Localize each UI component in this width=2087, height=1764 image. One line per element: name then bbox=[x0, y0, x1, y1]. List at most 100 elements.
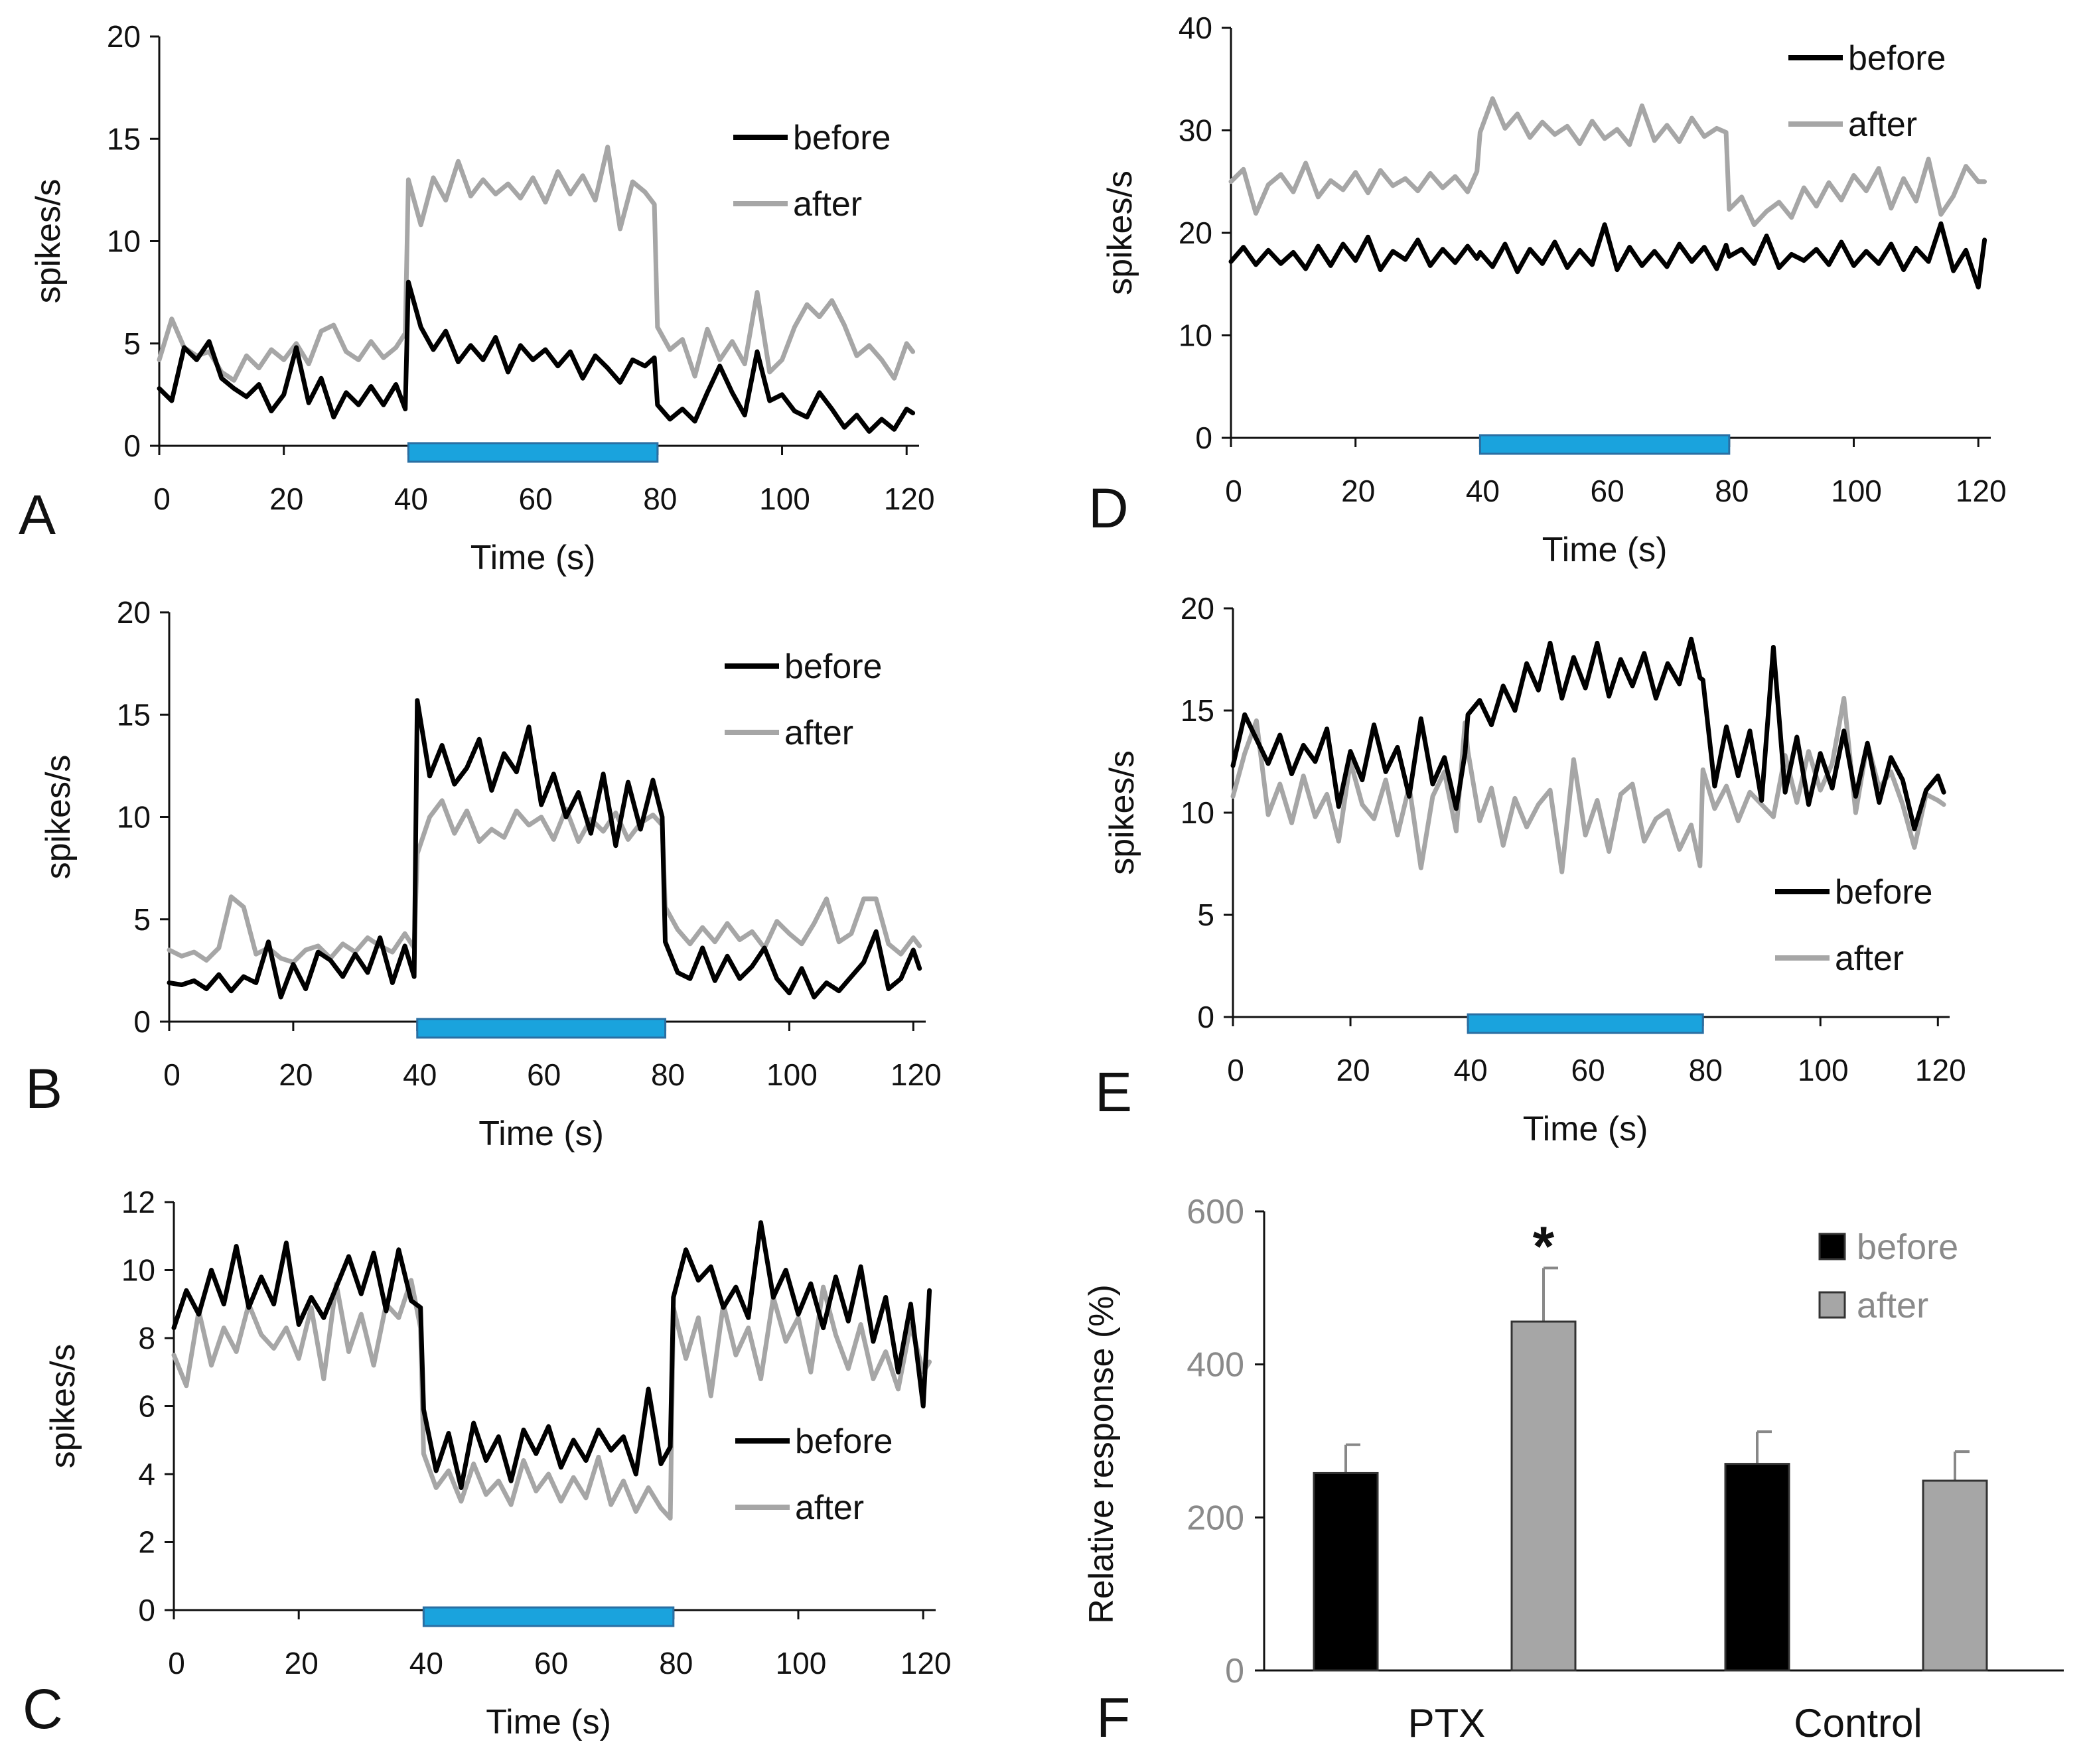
stimulus-bar bbox=[1467, 1013, 1704, 1034]
x-tick-label: 20 bbox=[279, 1057, 313, 1092]
y-tick-label: 5 bbox=[1197, 898, 1214, 932]
category-label: PTX bbox=[1408, 1701, 1486, 1745]
x-tick-label: 40 bbox=[409, 1646, 443, 1680]
x-tick-label: 120 bbox=[884, 482, 935, 516]
y-tick-label: 0 bbox=[1197, 1000, 1214, 1034]
bar-after-ptx bbox=[1510, 1320, 1577, 1672]
y-axis-title: spikes/s bbox=[1101, 170, 1139, 295]
y-tick-label: 200 bbox=[1187, 1499, 1244, 1537]
legend-label-after: after bbox=[1857, 1286, 1928, 1325]
x-axis-title: Time (s) bbox=[1523, 1110, 1648, 1148]
panel-d: 0 10 20 30 40 0 20 40 60 80 100 120 Time (s) spikes/s… bbox=[1088, 11, 2007, 569]
y-tick-label: 0 bbox=[123, 429, 141, 463]
y-tick-label: 20 bbox=[1181, 591, 1214, 626]
panel-letter: E bbox=[1095, 1061, 1132, 1123]
x-tick-label: 60 bbox=[527, 1057, 561, 1092]
series-line-before bbox=[1230, 636, 1946, 832]
x-tick-label: 100 bbox=[759, 482, 810, 516]
y-axis-title: spikes/s bbox=[44, 1344, 82, 1469]
y-tick-label: 8 bbox=[138, 1321, 155, 1355]
y-tick-label: 10 bbox=[107, 224, 141, 259]
legend-label-before: before bbox=[1857, 1227, 1958, 1267]
x-tick-label: 0 bbox=[153, 482, 171, 516]
series-line-after bbox=[171, 1278, 932, 1521]
x-tick-label: 60 bbox=[1591, 474, 1624, 508]
legend-label-before: before bbox=[1848, 39, 1946, 78]
legend-swatch-before bbox=[1818, 1233, 1846, 1260]
x-tick-label: 120 bbox=[900, 1646, 952, 1680]
panel-f: 0 200 400 600 Relative response (%) PTX Contro… bbox=[1082, 1193, 2064, 1749]
legend-label-after: after bbox=[795, 1489, 864, 1527]
y-tick-label: 15 bbox=[107, 121, 141, 156]
y-tick-label: 6 bbox=[138, 1389, 155, 1424]
y-tick-label: 10 bbox=[117, 800, 151, 835]
y-tick-label: 2 bbox=[138, 1525, 155, 1560]
panel-a: 0 5 10 15 20 0 20 40 60 80 100 120 Time (s) spikes/s b… bbox=[19, 19, 935, 577]
stimulus-bar bbox=[1478, 434, 1731, 455]
series-line-after bbox=[157, 145, 916, 383]
x-axis-title: Time (s) bbox=[486, 1703, 611, 1741]
y-tick-label: 40 bbox=[1179, 11, 1212, 45]
x-tick-label: 40 bbox=[394, 482, 428, 516]
legend-label-after: after bbox=[1848, 105, 1917, 144]
y-axis-title: spikes/s bbox=[39, 755, 78, 880]
bar-before-ptx bbox=[1313, 1471, 1379, 1672]
series-line-before bbox=[171, 1220, 932, 1490]
x-tick-label: 0 bbox=[163, 1057, 180, 1092]
legend-label-before: before bbox=[1835, 873, 1932, 912]
series-line-before bbox=[167, 698, 922, 1000]
series-line-after bbox=[1230, 696, 1946, 874]
bar-after-control bbox=[1922, 1479, 1988, 1672]
x-tick-label: 100 bbox=[766, 1057, 818, 1092]
x-tick-label: 80 bbox=[659, 1646, 693, 1680]
x-tick-label: 100 bbox=[776, 1646, 827, 1680]
x-axis-title: Time (s) bbox=[470, 539, 596, 577]
legend-swatch-after bbox=[1818, 1291, 1846, 1319]
panel-b: 0 5 10 15 20 0 20 40 60 80 100 120 Time (s) spikes/s b… bbox=[25, 595, 942, 1153]
x-tick-label: 120 bbox=[1915, 1053, 1966, 1087]
legend-label-after: after bbox=[793, 185, 862, 224]
x-tick-label: 20 bbox=[269, 482, 303, 516]
x-tick-label: 60 bbox=[1571, 1053, 1605, 1087]
x-tick-label: 0 bbox=[1225, 474, 1242, 508]
panel-e: 0 5 10 15 20 0 20 40 60 80 100 120 Time (s) spikes/s b… bbox=[1095, 591, 1966, 1148]
y-tick-label: 12 bbox=[121, 1185, 155, 1219]
panel-letter: A bbox=[19, 484, 56, 546]
y-axis-title: spikes/s bbox=[29, 179, 68, 304]
significance-asterisk: * bbox=[1533, 1215, 1555, 1277]
x-tick-label: 80 bbox=[1689, 1053, 1723, 1087]
y-tick-label: 30 bbox=[1179, 113, 1212, 148]
legend-label-after: after bbox=[1835, 939, 1904, 978]
panel-letter: D bbox=[1088, 477, 1129, 539]
x-axis-title: Time (s) bbox=[478, 1115, 604, 1153]
panel-letter: F bbox=[1096, 1686, 1130, 1749]
y-tick-label: 20 bbox=[107, 19, 141, 54]
y-tick-label: 400 bbox=[1187, 1346, 1244, 1385]
legend-label-after: after bbox=[784, 714, 853, 752]
series-line-before bbox=[1228, 221, 1987, 290]
y-tick-label: 0 bbox=[1225, 1652, 1244, 1690]
x-tick-label: 20 bbox=[1341, 474, 1375, 508]
x-tick-label: 60 bbox=[519, 482, 553, 516]
x-tick-label: 80 bbox=[643, 482, 677, 516]
y-tick-label: 20 bbox=[117, 595, 151, 630]
y-tick-label: 0 bbox=[138, 1593, 155, 1627]
x-tick-label: 40 bbox=[403, 1057, 437, 1092]
y-tick-label: 10 bbox=[1181, 795, 1214, 830]
x-tick-label: 0 bbox=[1227, 1053, 1244, 1087]
y-tick-label: 5 bbox=[133, 902, 151, 937]
y-tick-label: 20 bbox=[1179, 216, 1212, 250]
x-axis-title: Time (s) bbox=[1542, 531, 1668, 569]
y-tick-label: 15 bbox=[117, 697, 151, 732]
y-tick-label: 4 bbox=[138, 1457, 155, 1491]
x-tick-label: 60 bbox=[534, 1646, 568, 1680]
x-tick-label: 20 bbox=[1336, 1053, 1370, 1087]
category-label: Control bbox=[1794, 1701, 1922, 1745]
x-tick-label: 20 bbox=[285, 1646, 319, 1680]
y-axis-title: Relative response (%) bbox=[1082, 1284, 1121, 1624]
y-tick-label: 5 bbox=[123, 326, 141, 361]
panel-letter: C bbox=[23, 1678, 63, 1740]
y-tick-label: 15 bbox=[1181, 693, 1214, 728]
bar-before-control bbox=[1724, 1463, 1790, 1672]
